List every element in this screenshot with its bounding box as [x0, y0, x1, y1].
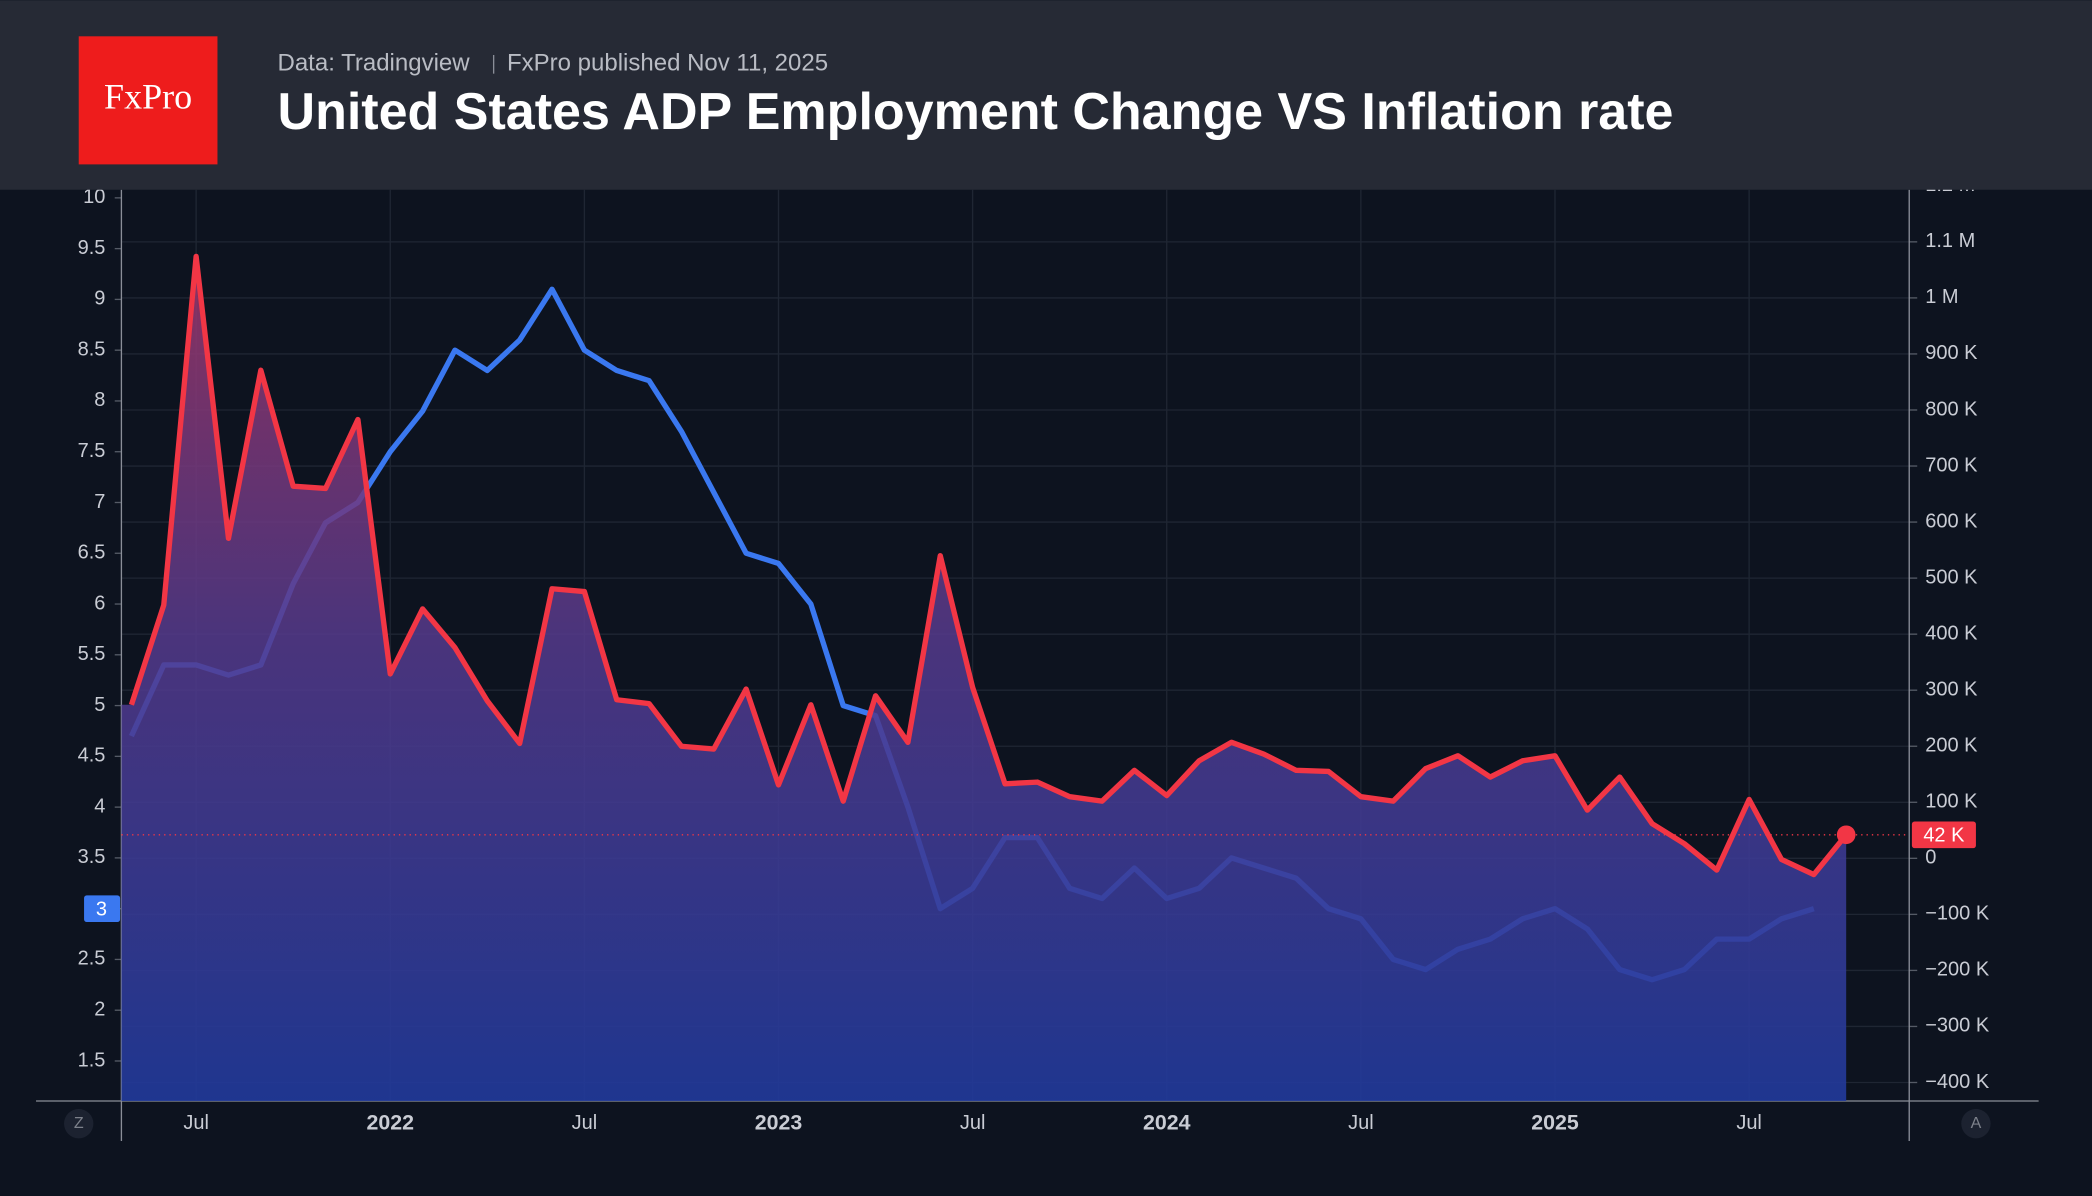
- plot-area: −400 K −300 K −200 K −100 K 0 100 K 200 K 300 K…: [36, 174, 2039, 1142]
- y-tick-label: 1.5: [78, 1049, 106, 1071]
- y-tick-label: 2: [94, 998, 105, 1020]
- y2-tick-label: 1.1 M: [1925, 230, 1975, 252]
- x-tick-label: 2025: [1531, 1110, 1579, 1134]
- y-tick-label: 3.5: [78, 846, 106, 868]
- chart-title: United States ADP Employment Change VS I…: [278, 83, 1674, 141]
- x-tick-label: Jul: [1348, 1112, 1374, 1134]
- y-tick-label: 7.5: [78, 440, 106, 462]
- published: FxPro published Nov 11, 2025: [507, 50, 828, 77]
- y-tick-label: 2.5: [78, 948, 106, 970]
- value-badge: [1911, 821, 1976, 849]
- last-point: [1836, 825, 1856, 845]
- y2-tick-label: 900 K: [1925, 342, 1978, 364]
- y2-tick-label: 1 M: [1925, 286, 1958, 308]
- value-label: 3: [96, 898, 107, 920]
- y2-tick-label: −400 K: [1925, 1071, 1990, 1093]
- header: [0, 0, 2092, 190]
- y-tick-label: 5: [94, 694, 105, 716]
- y-tick-label: 8.5: [78, 338, 106, 360]
- x-tick-label: Jul: [1736, 1112, 1762, 1134]
- y2-tick-label: 800 K: [1925, 398, 1978, 420]
- control-label[interactable]: Z: [74, 1115, 84, 1132]
- y2-tick-label: 400 K: [1925, 622, 1978, 644]
- y2-tick-label: 200 K: [1925, 735, 1978, 757]
- control-label[interactable]: A: [1971, 1115, 1982, 1132]
- logo-box: [78, 36, 218, 165]
- y-tick-label: 8: [94, 389, 105, 411]
- y-tick-label: 9: [94, 288, 105, 310]
- y-tick-label: 7: [94, 491, 105, 513]
- y2-tick-label: −300 K: [1925, 1015, 1990, 1037]
- y-tick-label: 4.5: [78, 745, 106, 767]
- x-tick-label: Jul: [572, 1112, 598, 1134]
- y-tick-label: 6.5: [78, 542, 106, 564]
- y2-tick-label: 300 K: [1925, 678, 1978, 700]
- source: Data: Tradingview: [278, 50, 471, 77]
- value-label: 42 K: [1923, 824, 1965, 846]
- y-tick-label: 9.5: [78, 237, 106, 259]
- y2-tick-label: 700 K: [1925, 454, 1978, 476]
- y2-tick-label: −200 K: [1925, 959, 1990, 981]
- control-button[interactable]: [1961, 1108, 1991, 1139]
- y-tick-label: 10: [83, 186, 105, 208]
- y2-tick-label: 100 K: [1925, 791, 1978, 813]
- y-tick-label: 5.5: [78, 643, 106, 665]
- y2-tick-label: −100 K: [1925, 903, 1990, 925]
- x-tick-label: 2022: [367, 1110, 414, 1134]
- y2-tick-label: 500 K: [1925, 566, 1978, 588]
- x-tick-label: 2023: [755, 1110, 803, 1134]
- value-badge: [84, 895, 121, 923]
- series-group: [121, 253, 1849, 1101]
- x-tick-label: Jul: [960, 1112, 986, 1134]
- line: [128, 253, 1849, 878]
- y-tick-label: 4: [94, 795, 105, 817]
- y2-tick-label: 600 K: [1925, 510, 1978, 532]
- control-button[interactable]: [64, 1108, 94, 1139]
- y2-tick-label: 0: [1925, 847, 1936, 869]
- area: [121, 256, 1847, 1101]
- logo: FxPro: [104, 77, 192, 117]
- x-tick-label: Jul: [183, 1112, 209, 1134]
- y-tick-label: 6: [94, 592, 105, 614]
- x-tick-label: 2024: [1143, 1110, 1191, 1134]
